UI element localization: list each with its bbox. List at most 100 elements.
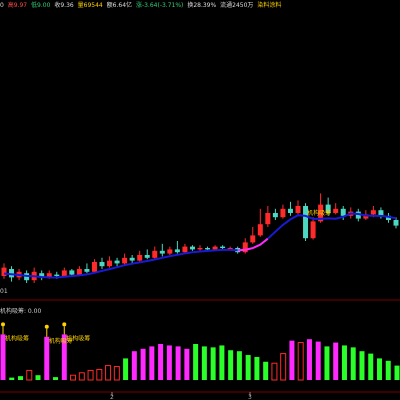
indicator-bar bbox=[315, 341, 321, 380]
candle-body bbox=[310, 221, 316, 239]
indicator-bar bbox=[0, 334, 6, 380]
quote-info-bar: 0 高9.97 低9.00 收9.36 量69544 额6.64亿 涨-3.64… bbox=[0, 0, 400, 14]
indicator-bar bbox=[70, 374, 77, 381]
candle-body bbox=[114, 260, 120, 264]
indicator-bar bbox=[158, 344, 164, 380]
signal-dot bbox=[1, 322, 5, 327]
signal-dot bbox=[62, 322, 67, 327]
candle-body bbox=[227, 248, 233, 249]
amount-value: 额6.64亿 bbox=[106, 2, 133, 9]
indicator-bar bbox=[210, 347, 216, 380]
candle-body bbox=[393, 220, 399, 226]
low-value: 低9.00 bbox=[31, 2, 51, 9]
moving-average-line bbox=[3, 248, 238, 279]
indicator-bar bbox=[289, 340, 295, 380]
candle-body bbox=[220, 246, 226, 248]
signal-label: 机构吸筹 bbox=[49, 337, 73, 345]
candle-body bbox=[167, 249, 173, 254]
indicator-bar bbox=[245, 355, 251, 380]
indicator-bar bbox=[394, 365, 400, 380]
candle-body bbox=[122, 257, 128, 264]
indicator-bar bbox=[26, 369, 33, 381]
indicator-bar bbox=[193, 344, 199, 380]
indicator-bar bbox=[333, 342, 339, 380]
candle-body bbox=[378, 210, 384, 216]
candle-body bbox=[257, 224, 263, 236]
indicator-bar bbox=[219, 345, 225, 380]
candle-body bbox=[107, 260, 113, 267]
indicator-bar bbox=[44, 336, 50, 380]
indicator-bar bbox=[61, 334, 67, 380]
indicator-bar bbox=[228, 350, 234, 380]
indicator-bar bbox=[149, 346, 155, 380]
candle-body bbox=[205, 248, 211, 250]
indicator-bar bbox=[324, 346, 330, 380]
candle-body bbox=[303, 206, 309, 239]
candle-body bbox=[39, 273, 45, 278]
indicator-bar bbox=[341, 345, 347, 380]
candle-body bbox=[144, 255, 150, 258]
indicator-bar bbox=[263, 361, 269, 380]
candle-body bbox=[84, 269, 90, 272]
volume-value: 量69544 bbox=[77, 2, 103, 9]
candle-body bbox=[54, 274, 60, 276]
candle-body bbox=[385, 215, 391, 220]
indicator-bar bbox=[53, 377, 59, 380]
high-value: 高9.97 bbox=[7, 2, 28, 9]
prev-close-value: 收9.36 bbox=[54, 2, 74, 9]
indicator-bar bbox=[297, 342, 304, 381]
candle-body bbox=[272, 213, 278, 218]
indicator-bar bbox=[359, 351, 365, 380]
indicator-bar bbox=[201, 346, 207, 380]
sector-link[interactable]: 染料涂料 bbox=[257, 2, 282, 9]
change-value: 涨-3.64(-3.71%) bbox=[135, 2, 184, 9]
candle-body bbox=[287, 208, 293, 213]
main-axis-label: 01 bbox=[0, 288, 8, 295]
indicator-bar bbox=[254, 356, 260, 380]
indicator-bar bbox=[184, 348, 190, 380]
candle-body bbox=[174, 249, 180, 253]
indicator-bar bbox=[280, 353, 287, 381]
indicator-bar bbox=[175, 346, 181, 380]
candle-body bbox=[182, 246, 188, 253]
candle-body bbox=[189, 246, 195, 250]
candle-body bbox=[212, 246, 218, 250]
indicator-bar bbox=[306, 339, 312, 380]
candle-body bbox=[152, 250, 158, 258]
candle-body bbox=[295, 206, 301, 213]
indicator-bar bbox=[87, 369, 94, 381]
candle-body bbox=[9, 269, 15, 278]
indicator-bar bbox=[166, 345, 172, 380]
candle-body bbox=[370, 210, 376, 215]
indicator-label: 机构吸筹: 0.00 bbox=[0, 308, 42, 315]
indicator-bar bbox=[96, 368, 103, 381]
indicator-bar bbox=[368, 353, 374, 380]
open-value: 0 bbox=[0, 2, 4, 9]
signal-label: 机构吸筹 bbox=[66, 334, 90, 342]
candle-body bbox=[99, 262, 105, 267]
candle-body bbox=[340, 208, 346, 216]
indicator-bar bbox=[105, 365, 112, 381]
candle-body bbox=[265, 213, 271, 225]
candle-body bbox=[137, 255, 143, 261]
indicator-bar bbox=[236, 351, 242, 380]
candle-body bbox=[333, 208, 339, 213]
float-shares-value: 流通2450万 bbox=[220, 2, 254, 9]
candle-body bbox=[46, 273, 52, 278]
indicator-bar bbox=[9, 377, 15, 380]
x-tick-label: 3 bbox=[248, 394, 252, 400]
candle-body bbox=[318, 204, 324, 222]
candle-body bbox=[242, 242, 248, 253]
candle-body bbox=[197, 248, 203, 250]
signal-dot bbox=[44, 324, 49, 329]
candle-body bbox=[325, 204, 331, 213]
indicator-bar bbox=[376, 358, 382, 380]
candle-body bbox=[280, 208, 286, 218]
indicator-bar bbox=[271, 362, 278, 381]
candle-body bbox=[61, 270, 67, 276]
candle-body bbox=[1, 267, 7, 276]
chart-annotation: 机构吸筹 bbox=[307, 209, 331, 217]
indicator-bar bbox=[140, 348, 146, 380]
indicator-bar bbox=[385, 360, 391, 380]
